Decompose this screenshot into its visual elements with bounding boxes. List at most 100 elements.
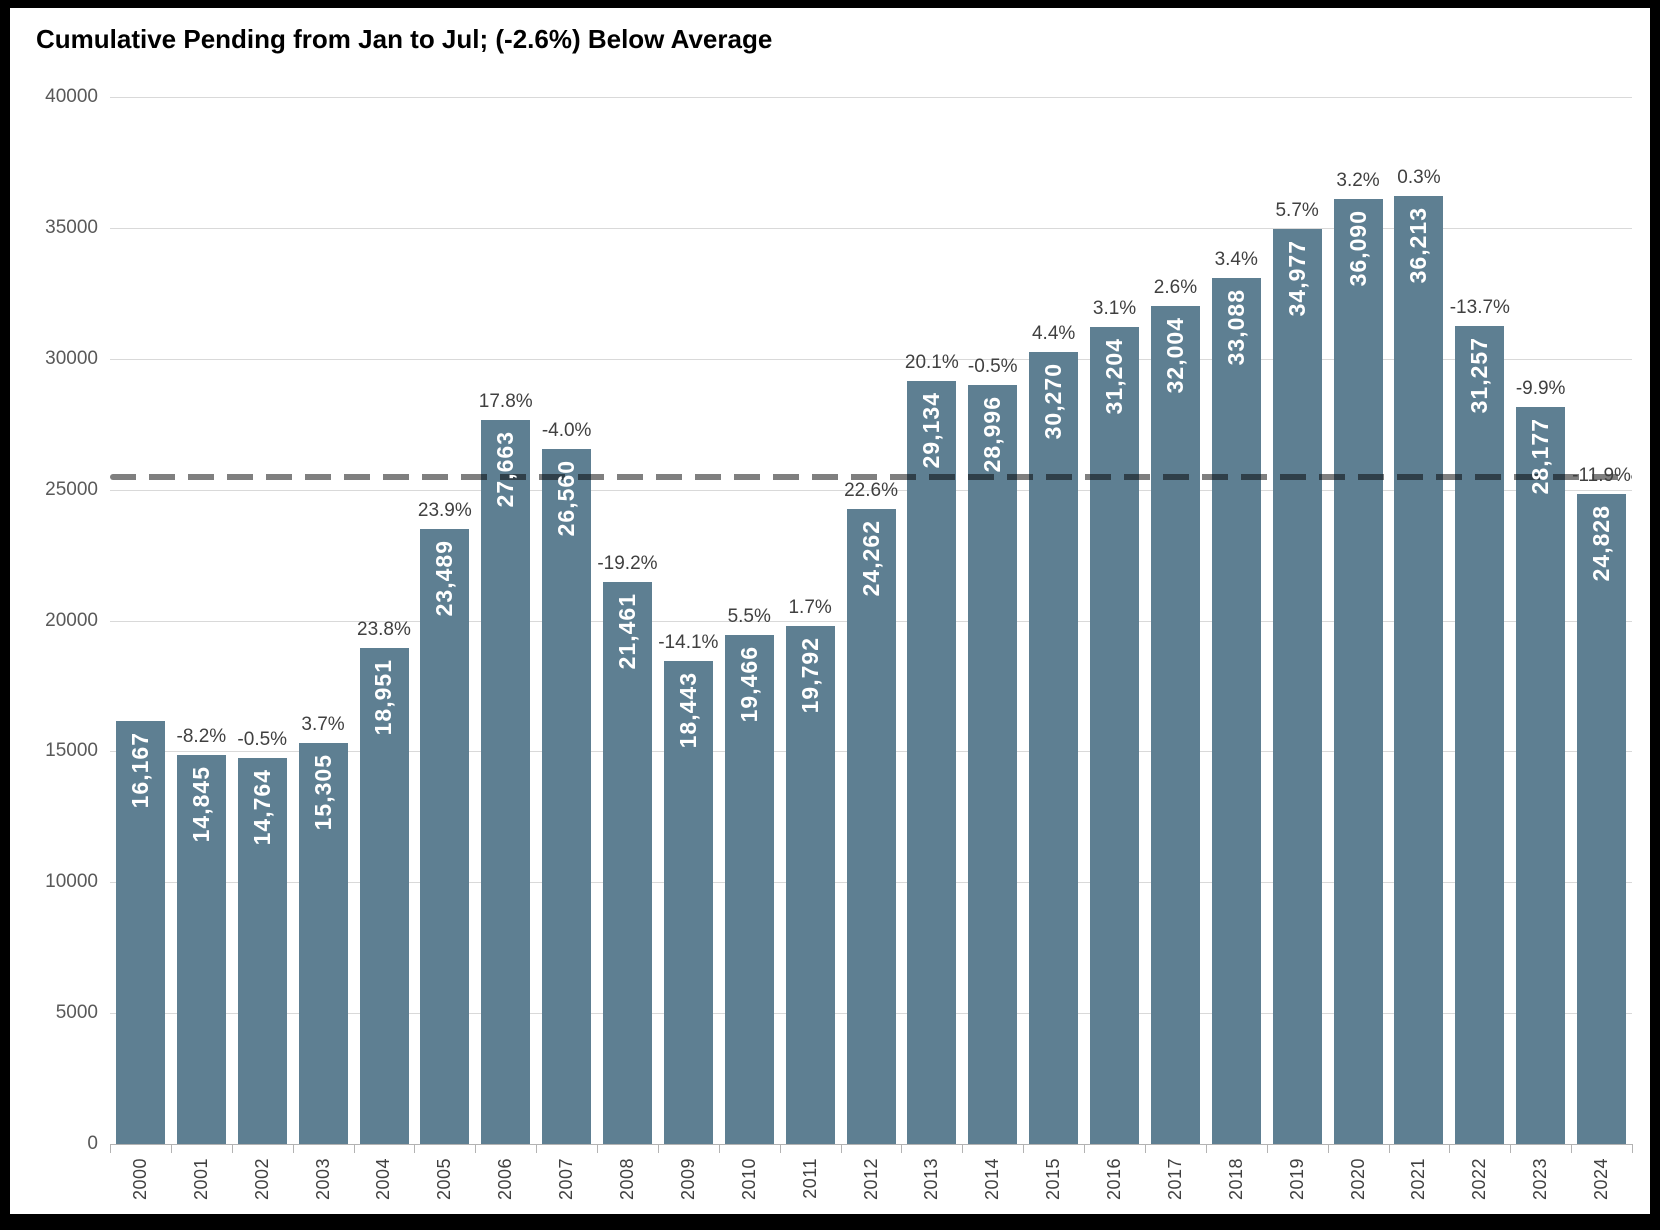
x-tick-label-wrap: 2016 [1084,1158,1145,1230]
x-axis-tick [170,1144,172,1153]
bar [603,582,652,1144]
pct-change-label: -19.2% [597,553,658,575]
average-line [110,473,1632,480]
x-tick-label-wrap: 2000 [110,1158,171,1230]
gridline [110,227,1632,229]
x-axis-tick [1084,1144,1086,1153]
gridline [110,358,1632,360]
x-tick-label: 2000 [129,1158,150,1201]
x-tick-label: 2013 [921,1158,942,1201]
x-axis-tick [231,1144,233,1153]
x-tick-label: 2003 [312,1158,333,1201]
y-tick-label: 30000 [45,347,98,369]
y-tick-label: 15000 [45,740,98,762]
x-tick-label-wrap: 2001 [171,1158,232,1230]
x-axis-tick [1205,1144,1207,1153]
pct-change-label: 3.1% [1092,298,1137,320]
bar [1333,199,1383,1144]
pct-change-label: 3.7% [301,714,345,736]
x-tick-label: 2012 [860,1158,881,1201]
x-tick-label-wrap: 2018 [1206,1158,1267,1230]
gridline [110,97,1632,98]
x-axis-tick [1449,1144,1451,1153]
pct-change-label: 17.8% [478,390,533,412]
pct-change-label: 2.6% [1153,277,1198,299]
x-axis-tick [657,1144,659,1153]
pct-change-label: -13.7% [1449,296,1510,318]
x-tick-label-wrap: 2009 [658,1158,719,1230]
gridline [110,489,1632,491]
bar [1090,327,1139,1144]
x-tick-label: 2016 [1104,1158,1125,1201]
x-tick-label-wrap: 2017 [1145,1158,1206,1230]
pct-change-label: -4.0% [541,419,592,441]
x-tick-label-wrap: 2014 [962,1158,1023,1230]
bar [1211,277,1261,1144]
y-tick-label: 40000 [45,86,98,107]
x-tick-label-wrap: 2005 [414,1158,475,1230]
x-tick-label-wrap: 2013 [901,1158,962,1230]
pct-change-label: 1.7% [788,596,832,618]
x-tick-label: 2024 [1591,1158,1612,1201]
bar [907,381,957,1144]
pct-change-label: 22.6% [844,479,898,501]
x-tick-label-wrap: 2006 [475,1158,536,1230]
x-tick-label: 2010 [738,1158,759,1201]
x-axis-tick [1388,1144,1390,1153]
x-tick-label: 2005 [434,1158,455,1201]
x-axis-tick [536,1144,538,1153]
bar [481,419,531,1144]
x-tick-label-wrap: 2023 [1510,1158,1571,1230]
bar [724,634,774,1144]
x-tick-label: 2001 [190,1158,211,1201]
x-tick-label-wrap: 2004 [354,1158,415,1230]
x-tick-label: 2007 [556,1158,577,1201]
pct-change-label: -8.2% [176,726,227,748]
pct-change-label: 20.1% [904,352,959,374]
y-tick-label: 25000 [45,478,98,500]
pct-change-label: 5.5% [727,605,771,627]
x-tick-label-wrap: 2022 [1449,1158,1510,1230]
x-axis-tick [110,1144,111,1153]
pct-change-label: -9.9% [1515,377,1566,399]
x-tick-label: 2023 [1530,1158,1551,1201]
pct-change-label: -14.1% [658,632,719,654]
x-axis-tick [414,1144,416,1153]
x-tick-label-wrap: 2003 [293,1158,354,1230]
y-tick-label: 35000 [45,216,98,238]
x-axis-tick [1571,1144,1573,1153]
x-axis-tick [597,1144,598,1153]
bar [237,757,287,1144]
x-tick-label: 2006 [495,1158,516,1201]
x-tick-label-wrap: 2010 [719,1158,780,1230]
x-axis-tick [962,1144,964,1153]
x-tick-label: 2015 [1043,1158,1064,1201]
chart-title: Cumulative Pending from Jan to Jul; (-2.… [36,24,773,54]
pct-change-label: 0.3% [1397,167,1441,189]
x-tick-label: 2002 [251,1158,272,1201]
x-axis-tick [1327,1144,1329,1153]
bar [298,743,348,1144]
bar [359,648,409,1144]
x-axis-tick [292,1144,294,1153]
y-tick-label: 0 [87,1133,98,1154]
x-tick-label-wrap: 2008 [597,1158,658,1230]
x-tick-label: 2018 [1225,1158,1246,1201]
bar [1150,306,1200,1144]
bar [846,508,896,1144]
chart-card: Cumulative Pending from Jan to Jul; (-2.… [10,8,1650,1214]
pct-change-label: 23.9% [417,500,472,522]
x-tick-label-wrap: 2020 [1328,1158,1389,1230]
y-tick-label: 10000 [45,871,98,893]
plot-area: 0 5000 10000 15000 20000 25000 30000 35000 40000… [45,86,1633,1200]
x-tick-label: 2021 [1408,1158,1429,1201]
x-axis-tick [475,1144,477,1153]
x-tick-label-wrap: 2015 [1023,1158,1084,1230]
bar [968,385,1018,1144]
x-tick-label: 2009 [677,1158,698,1201]
bar [176,755,226,1144]
bar [542,448,592,1144]
x-tick-label: 2011 [799,1158,820,1199]
bar [663,661,713,1144]
x-tick-label-wrap: 2021 [1389,1158,1450,1230]
